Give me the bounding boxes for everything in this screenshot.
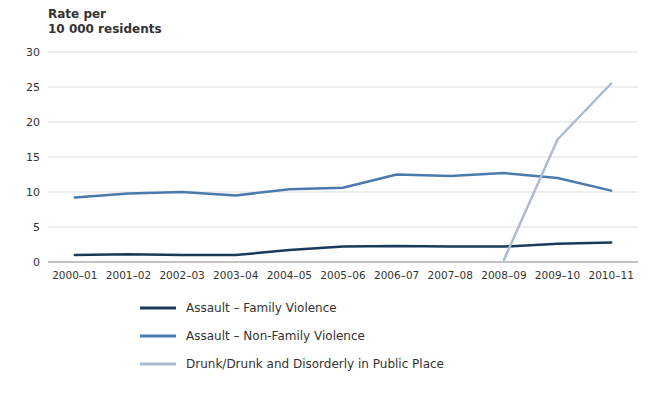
x-tick-label: 2007–08 bbox=[428, 269, 473, 281]
x-tick-label: 2002–03 bbox=[159, 269, 204, 281]
grid-line bbox=[48, 87, 638, 88]
legend-label: Drunk/Drunk and Disorderly in Public Pla… bbox=[186, 357, 444, 371]
y-tick-label: 0 bbox=[33, 256, 40, 269]
x-tick-label: 2009–10 bbox=[535, 269, 580, 281]
x-tick-label: 2008–09 bbox=[481, 269, 526, 281]
grid bbox=[48, 52, 638, 262]
series-line bbox=[75, 173, 611, 198]
y-tick-label: 30 bbox=[26, 46, 40, 59]
legend-swatch bbox=[140, 335, 176, 338]
chart: Rate per10 000 residents 0 5 10 15 20 25 30 2000… bbox=[0, 0, 653, 395]
y-tick-label: 5 bbox=[33, 221, 40, 234]
legend-swatch bbox=[140, 363, 176, 366]
x-tick-label: 2006–07 bbox=[374, 269, 419, 281]
x-tick-label: 2001–02 bbox=[106, 269, 151, 281]
y-axis-label: Rate per bbox=[48, 7, 106, 21]
y-tick-label: 10 bbox=[26, 186, 40, 199]
x-axis-line bbox=[48, 262, 638, 263]
x-tick-label: 2000–01 bbox=[52, 269, 97, 281]
series-line bbox=[75, 242, 611, 255]
x-tick-label: 2004–05 bbox=[267, 269, 312, 281]
grid-line bbox=[48, 227, 638, 228]
grid-line bbox=[48, 262, 638, 263]
y-tick-label: 15 bbox=[26, 151, 40, 164]
y-tick-label: 20 bbox=[26, 116, 40, 129]
legend-label: Assault – Family Violence bbox=[186, 301, 337, 315]
x-tick-label: 2005–06 bbox=[320, 269, 366, 281]
plot-area bbox=[75, 84, 611, 260]
x-tick-label: 2010–11 bbox=[589, 269, 634, 281]
x-tick-label: 2003–04 bbox=[213, 269, 259, 281]
series-line bbox=[504, 84, 611, 260]
y-axis-label: 10 000 residents bbox=[48, 22, 162, 36]
chart-container: Rate per10 000 residents 0 5 10 15 20 25 30 2000… bbox=[0, 0, 653, 395]
grid-line bbox=[48, 52, 638, 53]
y-tick-label: 25 bbox=[26, 81, 40, 94]
legend: Assault – Family Violence Assault – Non-F… bbox=[140, 301, 444, 371]
legend-swatch bbox=[140, 307, 176, 310]
grid-line bbox=[48, 122, 638, 123]
legend-label: Assault – Non-Family Violence bbox=[186, 329, 365, 343]
